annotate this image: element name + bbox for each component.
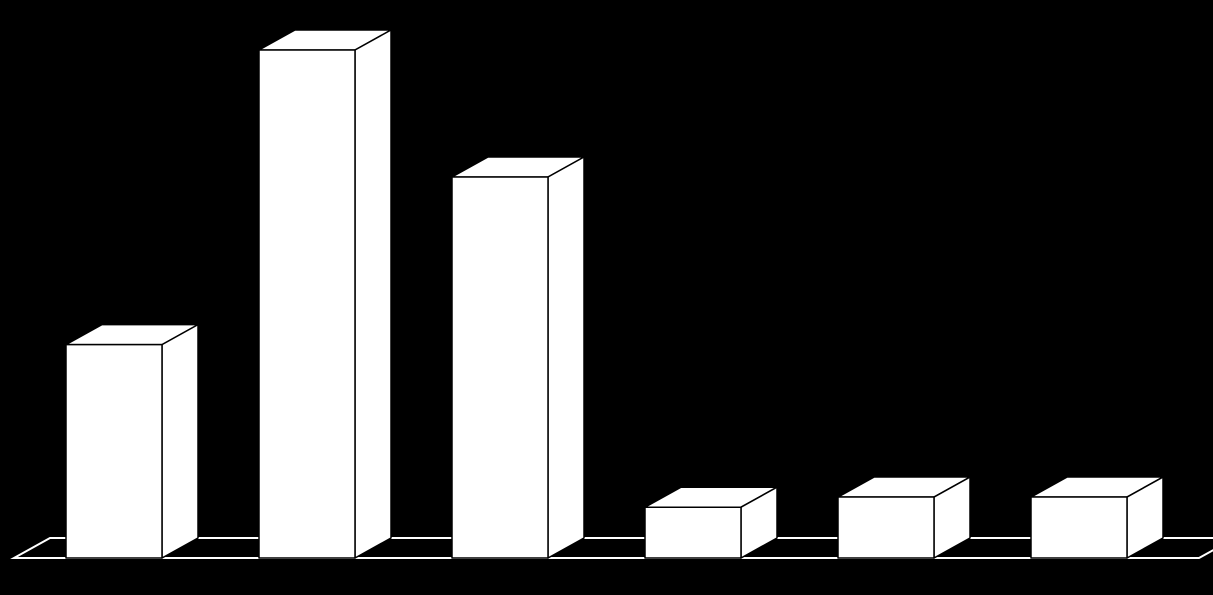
bar [66,325,198,558]
bar [259,30,391,558]
bar [452,157,584,558]
bar-chart-3d [0,0,1213,595]
bar [645,487,777,558]
bar [838,477,970,558]
bar [1031,477,1163,558]
